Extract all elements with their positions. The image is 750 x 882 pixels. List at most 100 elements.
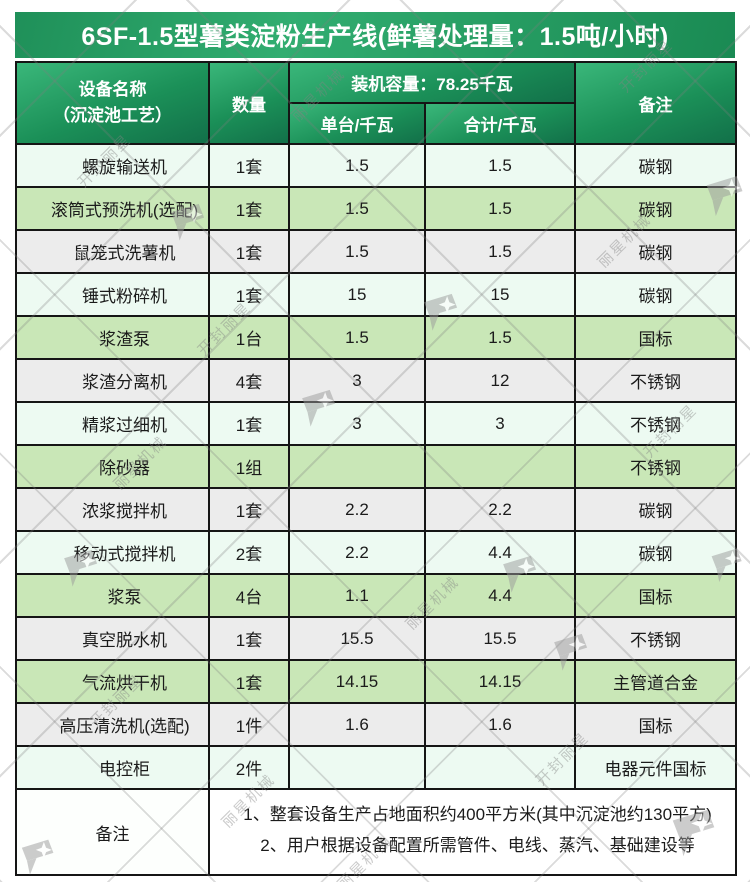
- device-name-cell: 气流烘干机: [15, 659, 210, 704]
- note-cell: 国标: [574, 573, 738, 618]
- device-name-cell: 浆渣泵: [15, 315, 210, 360]
- table-row: 浓浆搅拌机 1套 2.2 2.2 碳钢: [15, 487, 738, 532]
- device-name-cell: 鼠笼式洗薯机: [15, 229, 210, 274]
- header-device-line2: （沉淀池工艺）: [53, 106, 172, 125]
- total-kw-cell: [423, 745, 577, 790]
- total-kw-cell: 12: [423, 358, 577, 403]
- note-cell: 碳钢: [574, 487, 738, 532]
- unit-kw-cell: 1.6: [288, 702, 426, 747]
- device-name-cell: 螺旋输送机: [15, 143, 210, 188]
- table-row: 鼠笼式洗薯机 1套 1.5 1.5 碳钢: [15, 229, 738, 274]
- equipment-table: 设备名称 （沉淀池工艺） 数量 装机容量：78.25千瓦 备注 单台/千瓦 合计…: [15, 61, 738, 876]
- device-name-cell: 锤式粉碎机: [15, 272, 210, 317]
- footer-note-1: 1、整套设备生产占地面积约400平方米(其中沉淀池约130平方): [243, 805, 712, 824]
- total-kw-cell: 15.5: [423, 616, 577, 661]
- header-device-line1: 设备名称: [78, 79, 147, 99]
- note-cell: 国标: [574, 702, 738, 747]
- table-row: 电控柜 2件 电器元件国标: [15, 745, 738, 790]
- note-cell: 电器元件国标: [574, 745, 738, 790]
- note-cell: 国标: [574, 315, 738, 360]
- qty-cell: 1件: [208, 702, 290, 747]
- table-row: 螺旋输送机 1套 1.5 1.5 碳钢: [15, 143, 738, 188]
- table-row: 气流烘干机 1套 14.15 14.15 主管道合金: [15, 659, 738, 704]
- qty-cell: 4套: [208, 358, 290, 403]
- total-kw-cell: 15: [423, 272, 577, 317]
- unit-kw-cell: 2.2: [288, 487, 426, 532]
- device-name-cell: 移动式搅拌机: [15, 530, 210, 575]
- header-note: 备注: [574, 61, 738, 145]
- table-row: 除砂器 1组 不锈钢: [15, 444, 738, 489]
- page-title: 6SF-1.5型薯类淀粉生产线(鲜薯处理量：1.5吨/小时): [15, 12, 735, 58]
- total-kw-cell: 1.5: [423, 186, 577, 231]
- unit-kw-cell: 1.5: [288, 186, 426, 231]
- unit-kw-cell: [288, 444, 426, 489]
- qty-cell: 1组: [208, 444, 290, 489]
- unit-kw-cell: 15: [288, 272, 426, 317]
- unit-kw-cell: 1.1: [288, 573, 426, 618]
- note-cell: 不锈钢: [574, 401, 738, 446]
- note-cell: 不锈钢: [574, 616, 738, 661]
- total-kw-cell: 1.5: [423, 143, 577, 188]
- spec-sheet: 6SF-1.5型薯类淀粉生产线(鲜薯处理量：1.5吨/小时) 设备名称 （沉淀池…: [15, 12, 738, 876]
- unit-kw-cell: 1.5: [288, 315, 426, 360]
- device-name-cell: 高压清洗机(选配): [15, 702, 210, 747]
- footer-remark-row: 备注 1、整套设备生产占地面积约400平方米(其中沉淀池约130平方) 2、用户…: [15, 788, 738, 876]
- footer-remark-notes: 1、整套设备生产占地面积约400平方米(其中沉淀池约130平方) 2、用户根据设…: [207, 788, 738, 876]
- unit-kw-cell: 1.5: [288, 229, 426, 274]
- device-name-cell: 滚筒式预洗机(选配): [15, 186, 210, 231]
- footer-note-2: 2、用户根据设备配置所需管件、电线、蒸汽、基础建设等: [260, 836, 695, 855]
- total-kw-cell: [423, 444, 577, 489]
- unit-kw-cell: 3: [288, 358, 426, 403]
- footer-remark-label: 备注: [15, 788, 210, 876]
- unit-kw-cell: 3: [288, 401, 426, 446]
- table-row: 高压清洗机(选配) 1件 1.6 1.6 国标: [15, 702, 738, 747]
- note-cell: 碳钢: [574, 143, 738, 188]
- table-row: 浆泵 4台 1.1 4.4 国标: [15, 573, 738, 618]
- total-kw-cell: 1.5: [423, 229, 577, 274]
- total-kw-cell: 4.4: [423, 530, 577, 575]
- qty-cell: 1套: [208, 143, 290, 188]
- unit-kw-cell: [288, 745, 426, 790]
- device-name-cell: 精浆过细机: [15, 401, 210, 446]
- unit-kw-cell: 1.5: [288, 143, 426, 188]
- header-unit-kw: 单台/千瓦: [288, 102, 426, 145]
- device-name-cell: 浆渣分离机: [15, 358, 210, 403]
- total-kw-cell: 2.2: [423, 487, 577, 532]
- qty-cell: 1套: [208, 272, 290, 317]
- note-cell: 碳钢: [574, 186, 738, 231]
- note-cell: 主管道合金: [574, 659, 738, 704]
- qty-cell: 2件: [208, 745, 290, 790]
- device-name-cell: 电控柜: [15, 745, 210, 790]
- table-row: 锤式粉碎机 1套 15 15 碳钢: [15, 272, 738, 317]
- total-kw-cell: 4.4: [423, 573, 577, 618]
- qty-cell: 1套: [208, 186, 290, 231]
- unit-kw-cell: 15.5: [288, 616, 426, 661]
- note-cell: 碳钢: [574, 530, 738, 575]
- header-quantity: 数量: [208, 61, 290, 145]
- qty-cell: 1套: [208, 616, 290, 661]
- unit-kw-cell: 2.2: [288, 530, 426, 575]
- header-device-name: 设备名称 （沉淀池工艺）: [15, 61, 210, 145]
- qty-cell: 1套: [208, 229, 290, 274]
- total-kw-cell: 1.5: [423, 315, 577, 360]
- device-name-cell: 浆泵: [15, 573, 210, 618]
- table-row: 浆渣分离机 4套 3 12 不锈钢: [15, 358, 738, 403]
- table-row: 精浆过细机 1套 3 3 不锈钢: [15, 401, 738, 446]
- device-name-cell: 真空脱水机: [15, 616, 210, 661]
- qty-cell: 4台: [208, 573, 290, 618]
- table-row: 浆渣泵 1台 1.5 1.5 国标: [15, 315, 738, 360]
- qty-cell: 1套: [208, 401, 290, 446]
- table-row: 移动式搅拌机 2套 2.2 4.4 碳钢: [15, 530, 738, 575]
- qty-cell: 1套: [208, 659, 290, 704]
- note-cell: 不锈钢: [574, 444, 738, 489]
- table-header: 设备名称 （沉淀池工艺） 数量 装机容量：78.25千瓦 备注 单台/千瓦 合计…: [15, 61, 738, 145]
- total-kw-cell: 14.15: [423, 659, 577, 704]
- note-cell: 碳钢: [574, 272, 738, 317]
- total-kw-cell: 3: [423, 401, 577, 446]
- total-kw-cell: 1.6: [423, 702, 577, 747]
- note-cell: 不锈钢: [574, 358, 738, 403]
- header-total-kw: 合计/千瓦: [423, 102, 577, 145]
- header-installed-capacity: 装机容量：78.25千瓦: [287, 61, 577, 104]
- device-name-cell: 浓浆搅拌机: [15, 487, 210, 532]
- table-row: 真空脱水机 1套 15.5 15.5 不锈钢: [15, 616, 738, 661]
